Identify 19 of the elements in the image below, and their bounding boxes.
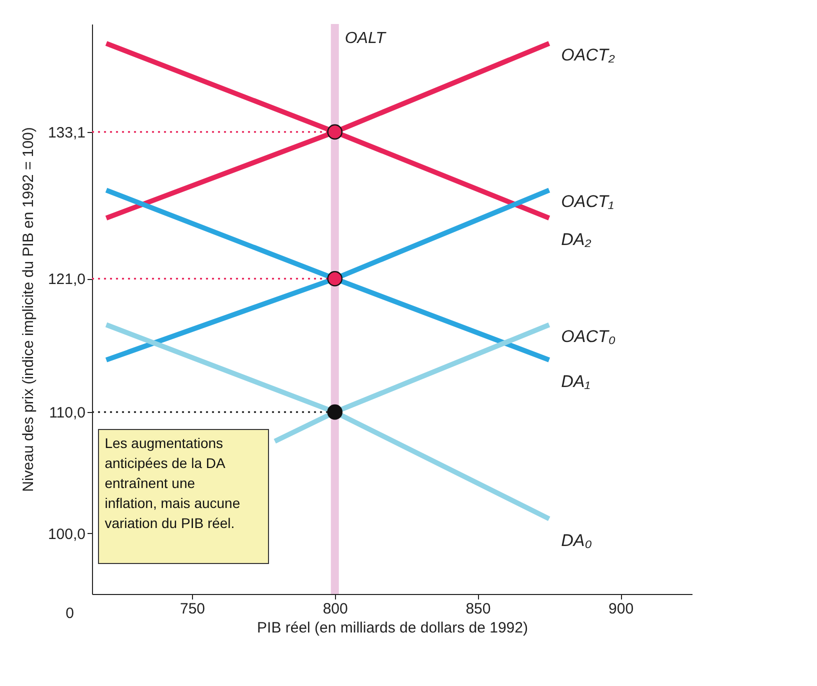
y-tick-label: 133,1 [48, 124, 86, 142]
x-tick-label: 900 [608, 600, 634, 618]
y-tick-label: 100,0 [48, 526, 86, 543]
x-tick-label: 750 [180, 600, 206, 618]
x-axis-title: PIB réel (en milliards de dollars de 1992) [257, 620, 528, 636]
x-tick-label: 850 [466, 600, 491, 618]
x-tick-label: 800 [322, 600, 348, 618]
y-tick-label: 110,0 [49, 404, 86, 422]
y-tick-label: 121,0 [48, 271, 86, 288]
series-label: OACT₂ [561, 45, 616, 64]
ref-line-label: OALT [344, 30, 387, 47]
series-label: DA₂ [561, 230, 592, 250]
series-label: OACT₀ [561, 326, 616, 346]
y-axis-title: Niveau des prix (indice implicite du PIB en 1992 = 100) [20, 127, 37, 492]
annotation: Les augmentations anticipées de la DA entraînent une inflation, mais aucune variation du PIB réel. [104, 435, 240, 532]
series-label: DA₀ [561, 530, 592, 550]
text: 0 [66, 605, 74, 622]
series-label: DA₁ [561, 372, 590, 391]
series-label: OACT₁ [561, 192, 614, 212]
